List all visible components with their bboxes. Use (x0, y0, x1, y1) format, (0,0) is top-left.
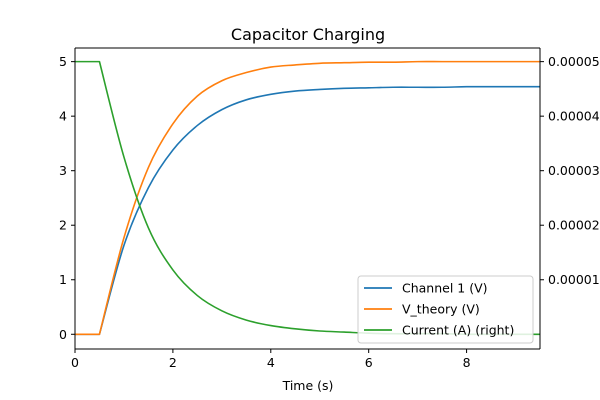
axes-layer: 0 2 4 6 8 0 1 2 3 4 5 0.00001 0.00002 0.00003 0.00004 0… (59, 47, 600, 370)
y2-tick-label: 0.00005 (548, 54, 600, 69)
y-tick-label: 5 (59, 54, 67, 69)
series-line-1 (75, 60, 540, 336)
x-tick-label: 4 (267, 355, 275, 370)
x-tick-label: 8 (463, 355, 471, 370)
x-tick-label: 0 (71, 355, 79, 370)
series-line-0 (75, 85, 540, 336)
legend-label-2: Current (A) (right) (402, 323, 514, 338)
y-tick-label: 2 (59, 218, 67, 233)
y2-tick-label: 0.00003 (548, 163, 600, 178)
legend: Channel 1 (V) V_theory (V) Current (A) (ri… (357, 275, 534, 344)
x-tick-label: 6 (365, 355, 373, 370)
y2-tick-label: 0.00004 (548, 109, 600, 124)
chart-title: Capacitor Charging (231, 25, 385, 44)
legend-box (357, 275, 534, 344)
legend-label-0: Channel 1 (V) (402, 281, 488, 296)
legend-label-1: V_theory (V) (402, 302, 480, 317)
x-tick-label: 2 (169, 355, 177, 370)
y-tick-label: 1 (59, 272, 67, 287)
y-tick-label: 0 (59, 327, 67, 342)
y2-tick-label: 0.00001 (548, 272, 600, 287)
y-tick-label: 4 (59, 109, 67, 124)
x-axis-label: Time (s) (282, 378, 334, 393)
y2-tick-label: 0.00002 (548, 218, 600, 233)
y-tick-label: 3 (59, 163, 67, 178)
